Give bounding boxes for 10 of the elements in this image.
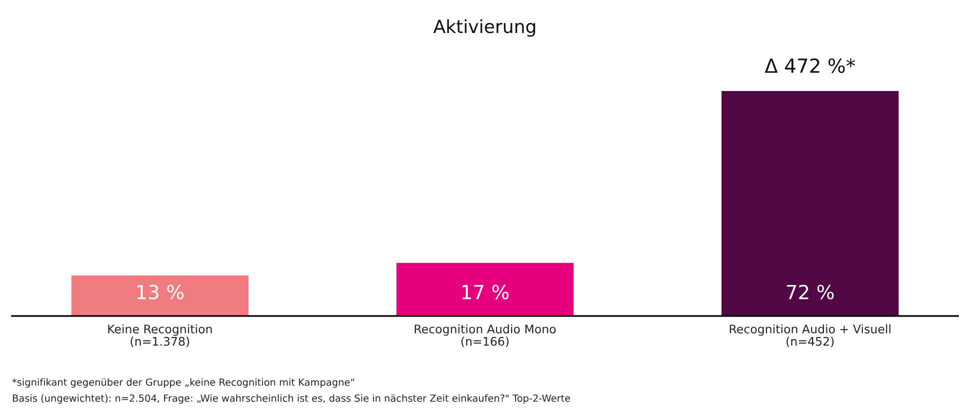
text: Basis (ungewichtet): n=2.504, Frage: „Wie wahrscheinlich ist es, dass Sie in nächster Zeit einkaufen?" Top-2-Werte [12, 394, 570, 404]
x-tick-label: Recognition Audio Mono (n=166) [414, 324, 556, 348]
data-label: 13 % [137, 284, 184, 300]
annotation: Δ 472 %* [764, 58, 855, 74]
x-tick-label: Keine Recognition (n=1.378) [108, 324, 212, 348]
data-label: 17 % [462, 284, 509, 300]
chart-title: Aktivierung [433, 19, 536, 37]
x-tick-label: Recognition Audio + Visuell (n=452) [730, 324, 890, 348]
data-label: 72 % [786, 284, 834, 300]
text: *signifikant gegenüber der Gruppe „keine Recognition mit Kampagne“ [12, 378, 354, 388]
